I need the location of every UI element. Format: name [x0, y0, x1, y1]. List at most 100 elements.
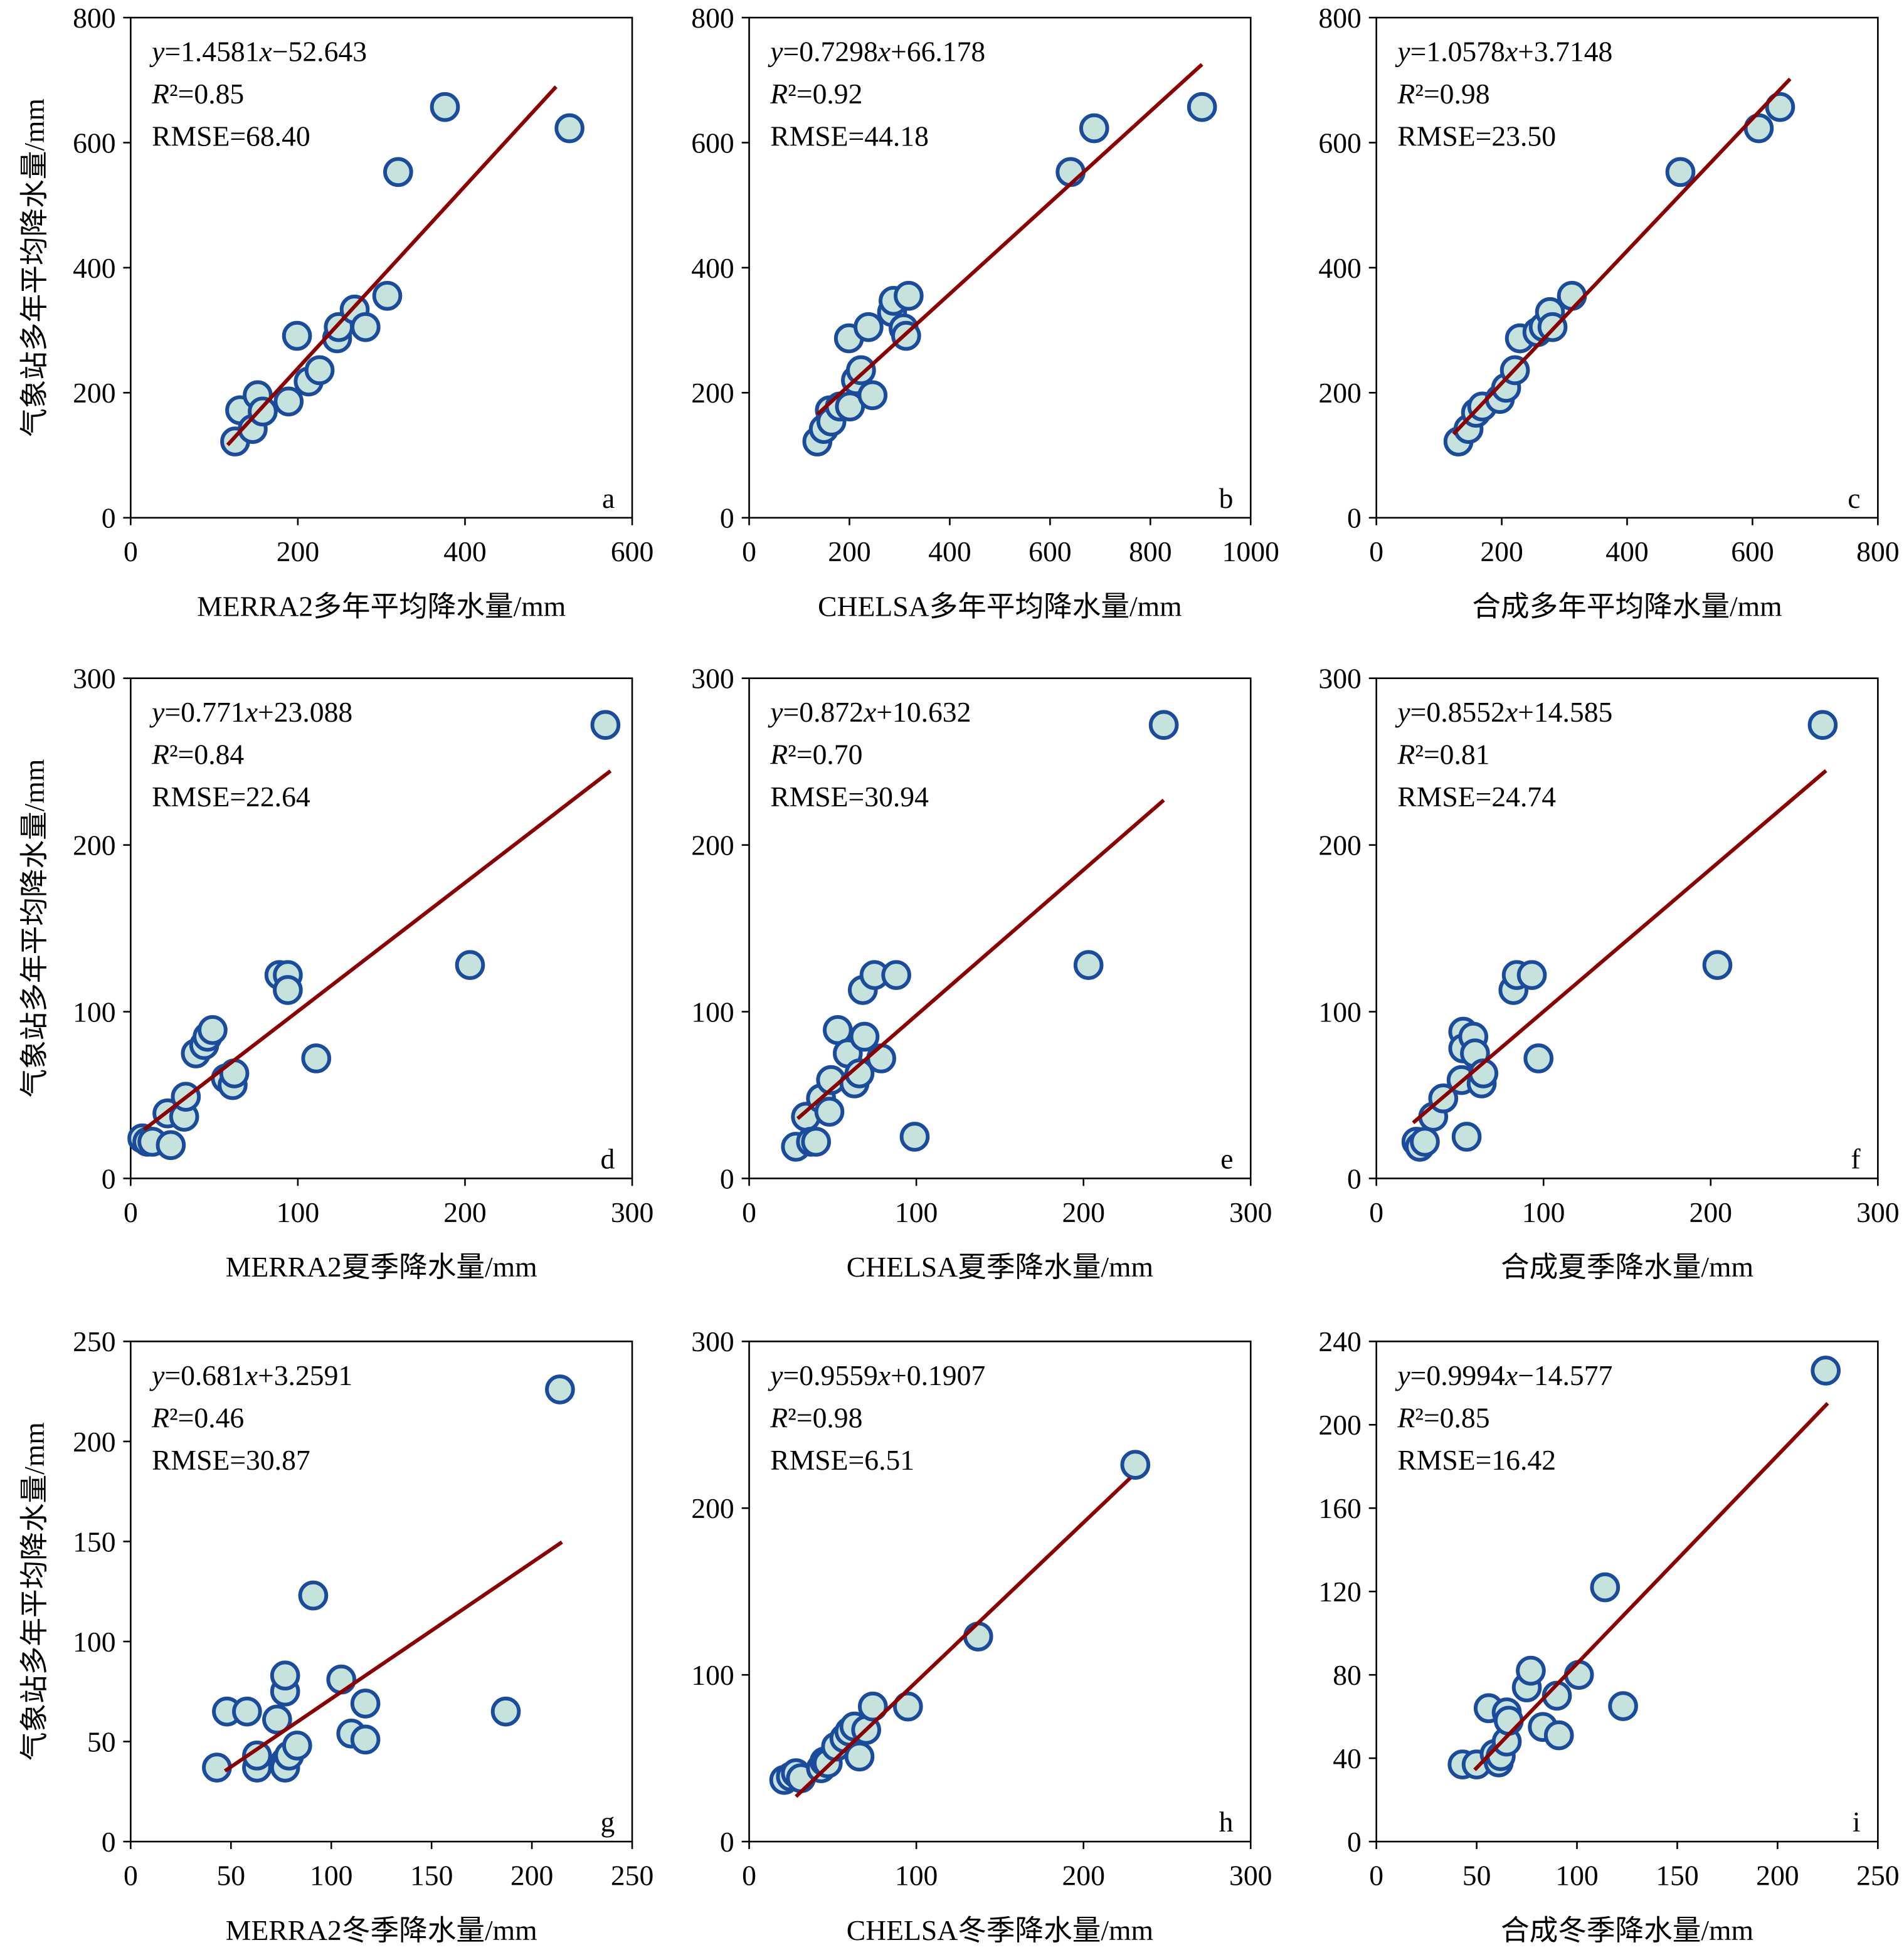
regression-equation: y=0.9559x+0.1907: [768, 1359, 985, 1391]
data-point: [1807, 710, 1838, 740]
x-tick-label: 200: [1690, 1196, 1732, 1228]
data-point: [282, 1731, 312, 1761]
x-tick-label: 400: [928, 535, 971, 567]
x-tick-label: 600: [1731, 535, 1774, 567]
plot-frame: [748, 1341, 1252, 1843]
y-tick-label: 0: [102, 1826, 116, 1858]
x-tick-label: 200: [1480, 535, 1523, 567]
data-point: [899, 1122, 930, 1152]
rmse: RMSE=23.50: [1397, 120, 1556, 152]
data-point: [1516, 960, 1547, 990]
x-tick-label: 800: [1856, 535, 1899, 567]
data-point: [1702, 950, 1733, 980]
y-tick-label: 200: [691, 1492, 734, 1524]
x-tick-label: 0: [1369, 1196, 1383, 1228]
data-point: [350, 1689, 381, 1719]
data-point: [202, 1752, 232, 1783]
panel-letter: e: [1220, 1143, 1233, 1175]
r-squared: R²=0.92: [770, 78, 862, 110]
data-point: [262, 1704, 292, 1735]
y-tick-label: 200: [691, 377, 734, 409]
y-tick-label: 200: [73, 830, 115, 862]
data-point: [844, 1058, 875, 1088]
data-point: [1543, 1720, 1574, 1751]
r-squared: R²=0.85: [1397, 1401, 1489, 1433]
panel-letter: a: [602, 482, 615, 514]
y-tick-label: 100: [73, 1626, 115, 1658]
fit-line: [1452, 77, 1792, 436]
y-tick-label: 150: [73, 1526, 115, 1557]
fit-line: [796, 798, 1165, 1120]
data-point: [1765, 92, 1796, 122]
x-tick-label: 100: [277, 1196, 319, 1228]
x-axis-label: CHELSA冬季降水量/mm: [847, 1914, 1153, 1946]
x-axis-label: MERRA2夏季降水量/mm: [226, 1251, 537, 1283]
x-tick-label: 50: [216, 1860, 245, 1892]
x-axis-label: MERRA2冬季降水量/mm: [226, 1914, 537, 1946]
r-squared: R²=0.98: [770, 1401, 862, 1433]
y-tick-label: 300: [1318, 663, 1361, 695]
x-tick-label: 300: [611, 1196, 653, 1228]
fit-line: [795, 1476, 1132, 1798]
x-tick-label: 150: [410, 1860, 453, 1892]
y-tick-label: 800: [1318, 2, 1361, 34]
data-point: [1557, 280, 1587, 311]
x-tick-label: 0: [124, 1860, 138, 1892]
y-tick-label: 200: [1318, 830, 1361, 862]
y-tick-label: 80: [1333, 1659, 1362, 1691]
data-point: [430, 92, 460, 122]
data-point: [1811, 1356, 1841, 1386]
plot-frame: [130, 677, 633, 1179]
x-tick-label: 800: [1129, 535, 1171, 567]
regression-equation: y=0.8552x+14.585: [1395, 696, 1612, 728]
y-tick-label: 200: [691, 830, 734, 862]
x-tick-label: 0: [1369, 535, 1383, 567]
data-point: [846, 355, 876, 386]
data-point: [854, 312, 884, 342]
x-tick-label: 200: [510, 1860, 553, 1892]
data-point: [219, 1058, 250, 1088]
data-point: [1055, 157, 1086, 187]
y-tick-label: 600: [691, 127, 734, 159]
data-point: [270, 1660, 300, 1691]
r-squared: R²=0.84: [151, 739, 244, 771]
fit-line: [142, 769, 612, 1131]
data-point: [1187, 92, 1217, 122]
data-point: [1590, 1572, 1621, 1603]
data-point: [1665, 157, 1696, 187]
panel-letter: f: [1851, 1143, 1861, 1175]
y-tick-label: 0: [720, 1826, 734, 1858]
y-tick-label: 100: [1318, 996, 1361, 1028]
x-tick-label: 0: [742, 535, 756, 567]
plot-frame: [1375, 677, 1879, 1179]
x-axis-label: 合成夏季降水量/mm: [1501, 1251, 1753, 1283]
r-squared: R²=0.46: [151, 1401, 244, 1433]
data-point: [242, 1741, 272, 1771]
data-point: [866, 1043, 896, 1073]
y-tick-label: 160: [1318, 1492, 1361, 1524]
rmse: RMSE=24.74: [1397, 781, 1556, 813]
y-tick-label: 100: [691, 1659, 734, 1691]
y-tick-label: 400: [1318, 252, 1361, 284]
x-tick-label: 200: [1062, 1860, 1104, 1892]
r-squared: R²=0.98: [1397, 78, 1489, 110]
data-point: [1120, 1450, 1151, 1480]
data-point: [232, 1696, 262, 1727]
y-tick-label: 0: [720, 502, 734, 534]
data-point: [1073, 950, 1104, 980]
y-tick-label: 40: [1333, 1742, 1362, 1774]
data-point: [1148, 710, 1179, 740]
regression-equation: y=0.771x+23.088: [149, 696, 352, 728]
fit-line: [1473, 1402, 1829, 1771]
x-tick-label: 1000: [1222, 535, 1279, 567]
regression-equation: y=0.7298x+66.178: [768, 36, 985, 68]
data-point: [1079, 113, 1109, 144]
data-point: [554, 113, 584, 144]
y-tick-label: 100: [691, 996, 734, 1028]
y-tick-label: 400: [73, 252, 115, 284]
panel-letter: h: [1219, 1806, 1234, 1838]
plot-frame: [748, 677, 1252, 1179]
x-axis-label: 合成冬季降水量/mm: [1501, 1914, 1753, 1946]
x-axis-label: CHELSA夏季降水量/mm: [847, 1251, 1153, 1283]
rmse: RMSE=68.40: [152, 120, 310, 152]
